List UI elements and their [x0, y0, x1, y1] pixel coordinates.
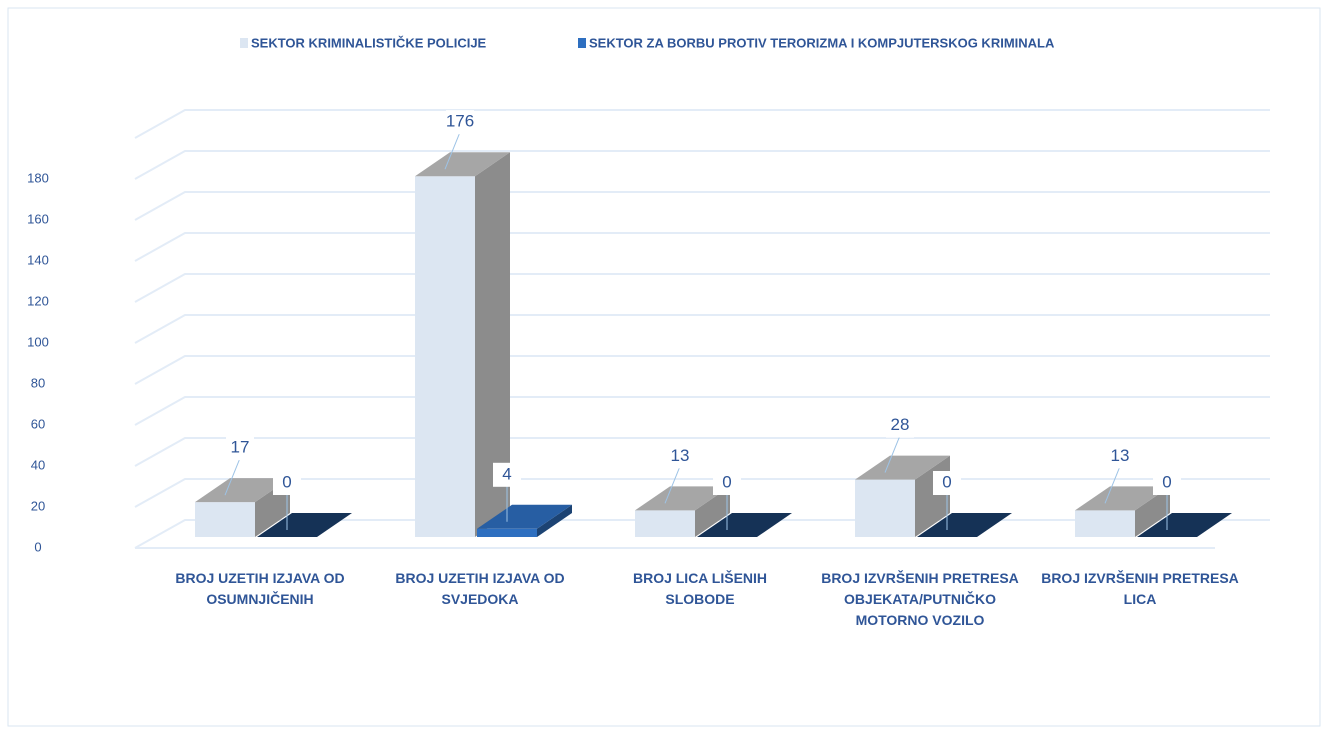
bar-top [697, 513, 792, 537]
y-tick-label: 20 [31, 498, 45, 513]
legend-label: SEKTOR KRIMINALISTIČKE POLICIJE [251, 35, 487, 50]
bar [415, 152, 510, 537]
data-label-bg [1106, 444, 1134, 469]
data-label-bg [886, 413, 914, 438]
legend-label: SEKTOR ZA BORBU PROTIV TERORIZMA I KOMPJ… [589, 35, 1055, 50]
legend-swatch [240, 38, 248, 48]
data-label: 4 [502, 464, 511, 483]
x-tick-label: BROJ IZVRŠENIH PRETRESA OBJEKATA/PUTNIČK… [821, 570, 1019, 628]
bar-top [635, 486, 730, 511]
bar [1075, 486, 1170, 537]
bar-front [855, 479, 915, 537]
bar-top [195, 478, 290, 503]
y-tick-label: 60 [31, 416, 45, 431]
grid-line [134, 232, 1270, 262]
data-label: 13 [671, 446, 690, 465]
bar-top [855, 455, 950, 480]
bar [477, 504, 572, 537]
data-label-bg [1153, 471, 1181, 495]
bar-front [477, 528, 537, 537]
frame [7, 7, 1321, 727]
bar-side [475, 152, 510, 537]
bar [635, 486, 730, 537]
data-label-bg [666, 444, 694, 469]
grid-line [134, 273, 1270, 303]
bar-top [257, 513, 352, 537]
leader-line [664, 466, 681, 504]
bar-top [477, 504, 572, 529]
y-tick-label: 100 [27, 334, 49, 349]
bar-front [1075, 510, 1135, 537]
data-label: 0 [1162, 472, 1171, 491]
bar-top [1075, 486, 1170, 511]
data-label: 0 [942, 472, 951, 491]
y-tick-label: 180 [27, 170, 49, 185]
y-tick-label: 140 [27, 252, 49, 267]
grid-line [134, 437, 1270, 467]
bar-top [1137, 513, 1232, 537]
grid-line [134, 396, 1270, 426]
data-label: 0 [722, 472, 731, 491]
bar-side [537, 504, 572, 537]
bar-front [415, 176, 475, 537]
x-tick-label: BROJ UZETIH IZJAVA OD OSUMNJIČENIH [175, 570, 345, 607]
data-label-bg [713, 471, 741, 495]
legend-swatch [578, 38, 586, 48]
bar-top [415, 152, 510, 177]
data-label: 28 [891, 415, 910, 434]
grid-line [134, 150, 1270, 180]
leader-line [1104, 466, 1121, 504]
bar [195, 478, 290, 537]
grid-line [134, 314, 1270, 344]
leader-line [884, 435, 901, 473]
x-tick-label: BROJ UZETIH IZJAVA OD SVJEDOKA [395, 570, 565, 607]
bar-side [1135, 486, 1170, 537]
x-tick-label: BROJ IZVRŠENIH PRETRESA LICA [1041, 570, 1239, 607]
grid-line [134, 355, 1270, 385]
data-label: 176 [446, 112, 474, 131]
data-label-bg [493, 462, 521, 487]
bar [697, 513, 792, 537]
y-tick-label: 160 [27, 211, 49, 226]
bar-top [917, 513, 1012, 537]
data-label-bg [446, 110, 474, 135]
leader-line [444, 132, 461, 170]
data-label: 17 [231, 438, 250, 457]
data-label-bg [933, 471, 961, 495]
wall-edge [134, 109, 1270, 139]
bar-side [695, 486, 730, 537]
grid-line [134, 191, 1270, 221]
data-label-bg [226, 436, 254, 461]
x-tick-label: BROJ LICA LIŠENIH SLOBODE [632, 570, 768, 607]
bar [1137, 513, 1232, 537]
data-label: 13 [1111, 446, 1130, 465]
data-label: 0 [282, 472, 291, 491]
data-label-bg [273, 471, 301, 495]
bar [917, 513, 1012, 537]
y-tick-label: 0 [34, 539, 41, 554]
y-tick-label: 40 [31, 457, 45, 472]
bar-front [195, 502, 255, 537]
y-tick-label: 120 [27, 293, 49, 308]
y-tick-label: 80 [31, 375, 45, 390]
bar-front [635, 510, 695, 537]
bar [257, 513, 352, 537]
leader-line [224, 457, 241, 496]
